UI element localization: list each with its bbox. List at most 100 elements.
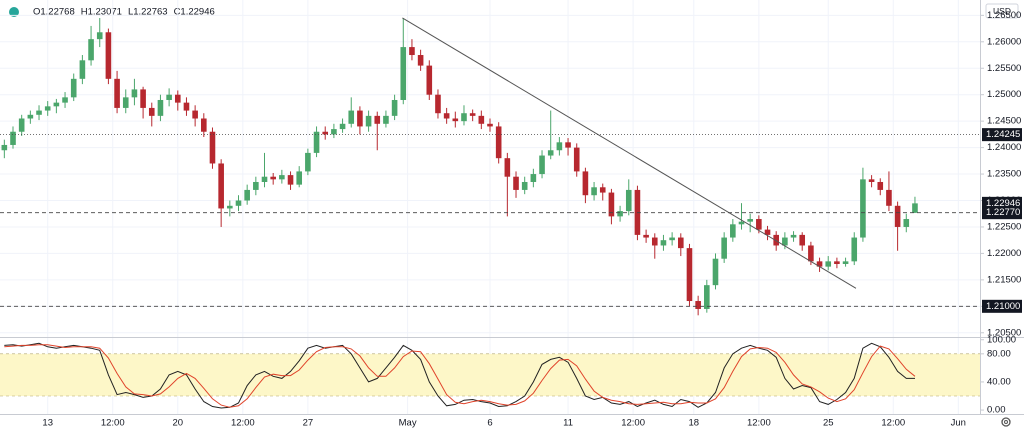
candle-body <box>495 126 502 159</box>
candle-body <box>53 102 60 107</box>
candle-body <box>478 115 485 124</box>
candle-body <box>140 89 146 108</box>
candle-body <box>521 181 528 190</box>
candle-body <box>651 237 658 246</box>
candle-body <box>322 131 329 135</box>
candle-body <box>365 115 372 127</box>
candle-body <box>36 110 42 115</box>
candle-body <box>773 234 779 246</box>
ohlc-value: L1.22763 <box>128 7 168 18</box>
level-label: 1.22946 <box>986 198 1020 209</box>
currency-box[interactable] <box>985 3 1019 19</box>
y-tick-label: 80.00 <box>987 348 1011 359</box>
candle-body <box>834 261 840 264</box>
ohlc-value: O1.22768 <box>33 7 75 18</box>
y-tick-label: 100.00 <box>987 334 1016 345</box>
candle-body <box>799 234 806 246</box>
settings-icon[interactable] <box>1001 417 1011 427</box>
level-label-box <box>982 128 1022 142</box>
candle-body <box>608 192 615 217</box>
candle-body <box>331 129 337 135</box>
candle-body <box>556 142 563 151</box>
candle-body <box>279 175 285 180</box>
candle-body <box>712 258 719 286</box>
candle-body <box>894 205 901 227</box>
y-tick-label: 1.22000 <box>987 248 1021 259</box>
candle-body <box>721 237 727 259</box>
candle-body <box>174 94 181 103</box>
candle-body <box>730 224 736 238</box>
candle-body <box>764 229 771 235</box>
candle-body <box>860 179 866 238</box>
candle-body <box>409 47 415 56</box>
candle-body <box>270 176 276 180</box>
x-tick-label: 20 <box>172 418 183 429</box>
ohlc-legend: O1.22768 H1.23071 L1.22763 C1.22946 <box>33 7 215 18</box>
x-tick-label: 25 <box>823 418 834 429</box>
ohlc-value: C1.22946 <box>174 7 215 18</box>
level-label: 1.22770 <box>986 207 1020 218</box>
y-tick-label: 1.24500 <box>987 116 1021 127</box>
candle-body <box>738 221 745 225</box>
candle-body <box>790 234 797 238</box>
candle-body <box>504 158 511 177</box>
candle-body <box>530 174 537 182</box>
candle-body <box>400 47 407 100</box>
candle-body <box>166 94 172 100</box>
level-label: 1.21000 <box>986 301 1020 312</box>
level-label: 1.24245 <box>986 129 1020 140</box>
band <box>0 353 980 397</box>
candle-body <box>235 200 242 206</box>
candle-body <box>88 39 94 61</box>
candle-body <box>452 118 459 122</box>
y-tick-label: 1.20500 <box>987 327 1021 338</box>
candle-body <box>148 107 155 116</box>
x-tick-label: 18 <box>689 418 700 429</box>
candle-body <box>426 65 433 95</box>
status-icon[interactable] <box>9 7 19 17</box>
candle-body <box>912 203 918 213</box>
candle-body <box>435 94 441 114</box>
candle-body <box>357 110 363 127</box>
currency: USD <box>993 6 1011 16</box>
candle-body <box>547 150 554 156</box>
candle-body <box>27 114 34 119</box>
candle-body <box>218 163 224 209</box>
candle-body <box>782 237 788 246</box>
x-tick-label: 12:00 <box>231 418 255 429</box>
candle-body <box>253 181 259 190</box>
x-tick-label: 6 <box>487 418 492 429</box>
y-tick-label: 1.24000 <box>987 142 1021 153</box>
candle-body <box>677 237 684 249</box>
oscillator-line <box>4 342 915 409</box>
x-tick-label: 27 <box>303 418 314 429</box>
candle-body <box>599 187 606 193</box>
candle-body <box>704 285 710 309</box>
candle-body <box>669 237 675 241</box>
candle-body <box>573 147 580 172</box>
candle-body <box>131 89 138 98</box>
candle-body <box>868 179 875 182</box>
candle-body <box>461 113 467 122</box>
candle-body <box>313 131 320 153</box>
level-label-box <box>982 299 1022 313</box>
candle-body <box>209 131 216 164</box>
candle-body <box>183 102 190 111</box>
y-tick-label: 1.25000 <box>987 89 1021 100</box>
candle-body <box>1 144 8 151</box>
candle-body <box>695 301 701 309</box>
x-tick-label: 12:00 <box>621 418 645 429</box>
candle-body <box>903 219 910 227</box>
x-tick-label: Jun <box>951 418 966 429</box>
candle-body <box>96 32 103 40</box>
candle-body <box>808 245 814 262</box>
candle-body <box>383 115 389 124</box>
candle-body <box>122 97 129 108</box>
candle-body <box>582 171 589 196</box>
candle-body <box>851 237 858 262</box>
candle-body <box>10 131 16 145</box>
candle-body <box>886 189 892 206</box>
level-label-box <box>982 206 1022 220</box>
candle-body <box>287 175 294 185</box>
candle-body <box>305 152 311 172</box>
